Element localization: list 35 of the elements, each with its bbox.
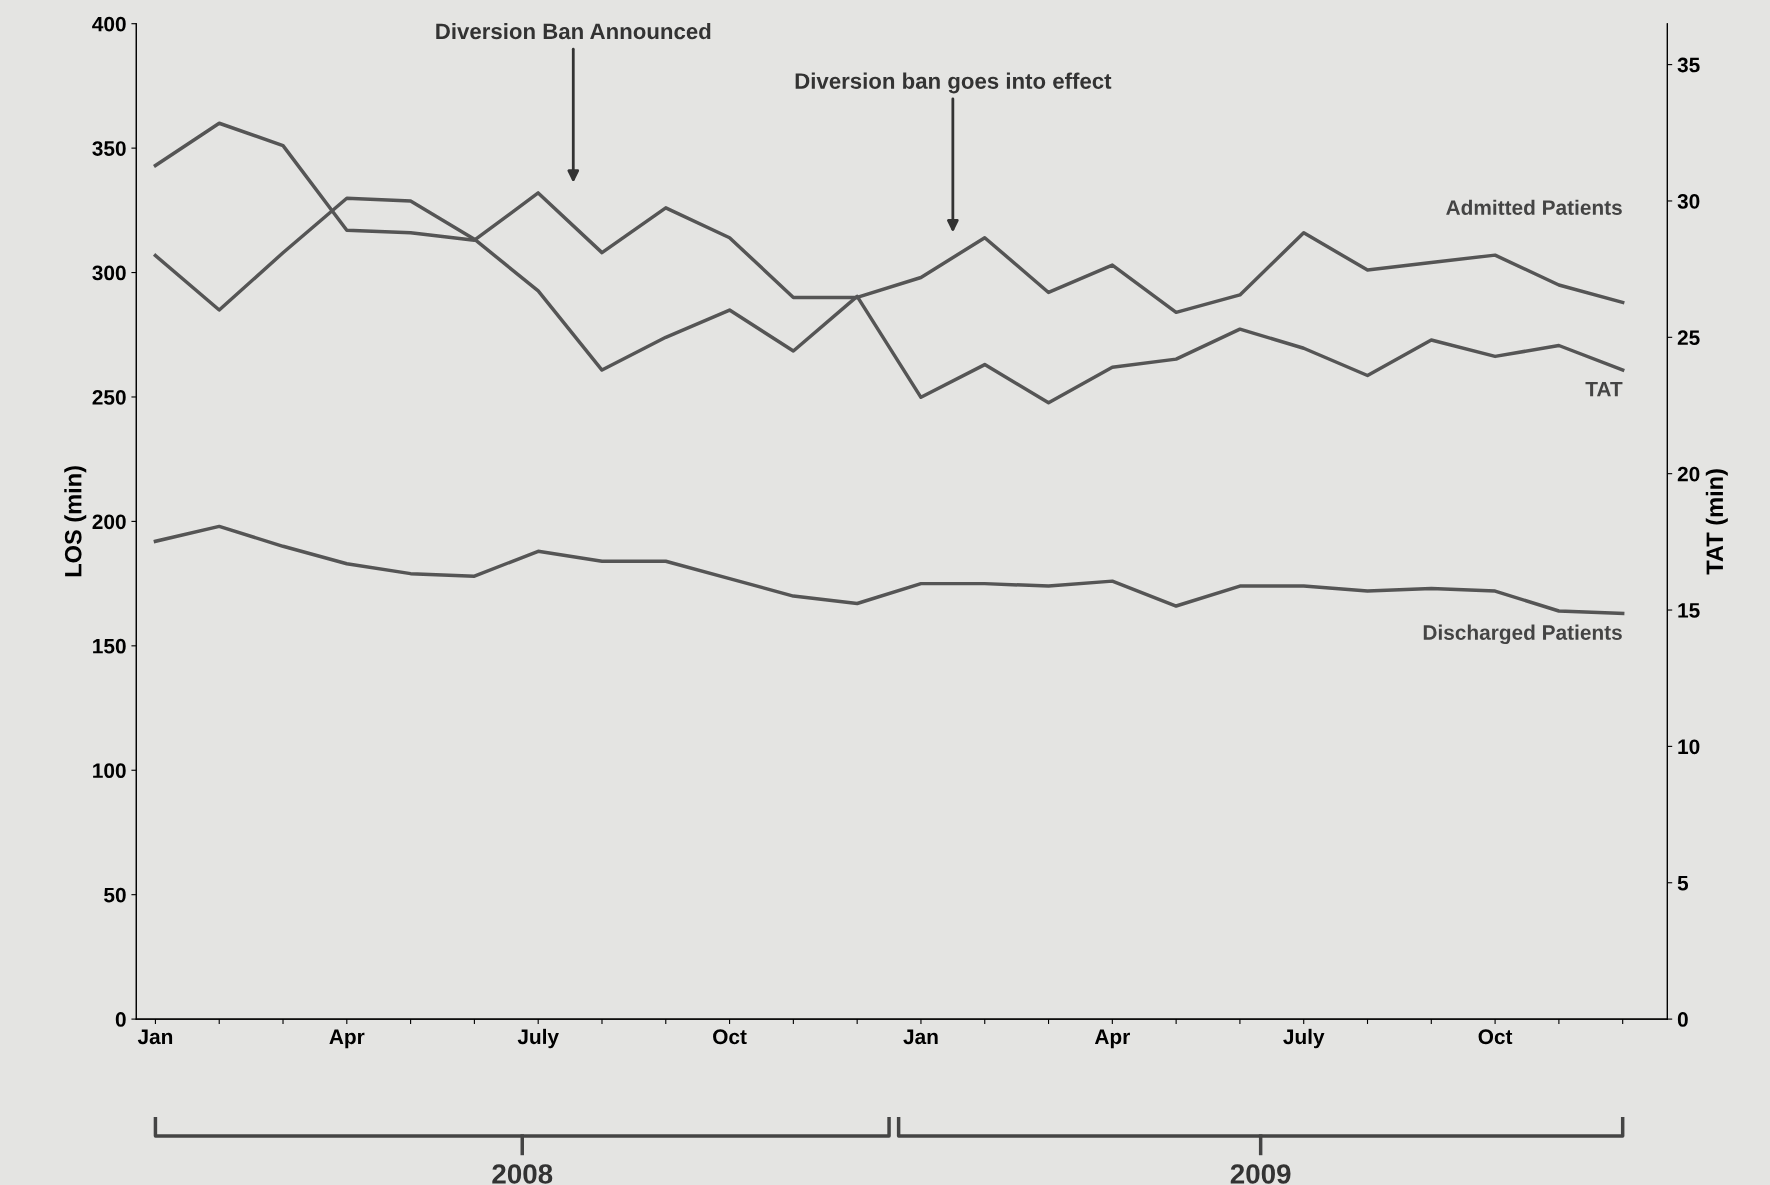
text: 2009 — [1230, 1164, 1291, 1184]
x-tick-label: Oct — [713, 1029, 747, 1045]
x-tick-label: Apr — [329, 1029, 365, 1049]
annotation: Diversion ban goes into effect — [795, 72, 1112, 94]
text: 2008 — [492, 1164, 553, 1184]
y2-tick-label: 25 — [1677, 330, 1700, 346]
y-tick-label: 100 — [93, 763, 126, 778]
y2-tick-label: 20 — [1677, 466, 1700, 482]
y2-tick-label: 0 — [1677, 1012, 1688, 1027]
series-label: TAT — [1585, 381, 1623, 397]
x-tick-label: Oct — [1478, 1029, 1513, 1045]
y-tick-label: 250 — [92, 389, 126, 405]
x-tick-label: July — [1283, 1028, 1325, 1049]
y-axis-title: LOS (min) — [64, 466, 87, 577]
y-tick-label: 300 — [92, 265, 126, 281]
y2-tick-label: 5 — [1677, 875, 1689, 891]
annotation: Diversion Ban Announced — [436, 22, 711, 40]
y2-tick-label: 35 — [1677, 57, 1700, 73]
x-tick-label: July — [517, 1028, 559, 1049]
x-tick-label: Jan — [137, 1029, 173, 1045]
series-label: Discharged Patients — [1423, 624, 1622, 645]
y-tick-label: 200 — [92, 514, 126, 530]
text: Admitted Patients — [1446, 199, 1622, 215]
y2-tick-label: 10 — [1678, 739, 1700, 755]
y-tick-label: 50 — [104, 887, 126, 903]
y2-axis-title: TAT (min) — [1705, 469, 1728, 575]
x-tick-label: Apr — [1094, 1029, 1130, 1049]
y-tick-label: 350 — [92, 141, 126, 156]
y2-tick-label: 15 — [1678, 603, 1700, 618]
line-series — [153, 524, 1625, 616]
y-tick-label: 150 — [93, 638, 126, 654]
y2-tick-label: 30 — [1677, 193, 1700, 209]
y-tick-label: 400 — [92, 16, 126, 32]
y-tick-label: 0 — [115, 1012, 126, 1027]
x-tick-label: Jan — [903, 1029, 938, 1045]
